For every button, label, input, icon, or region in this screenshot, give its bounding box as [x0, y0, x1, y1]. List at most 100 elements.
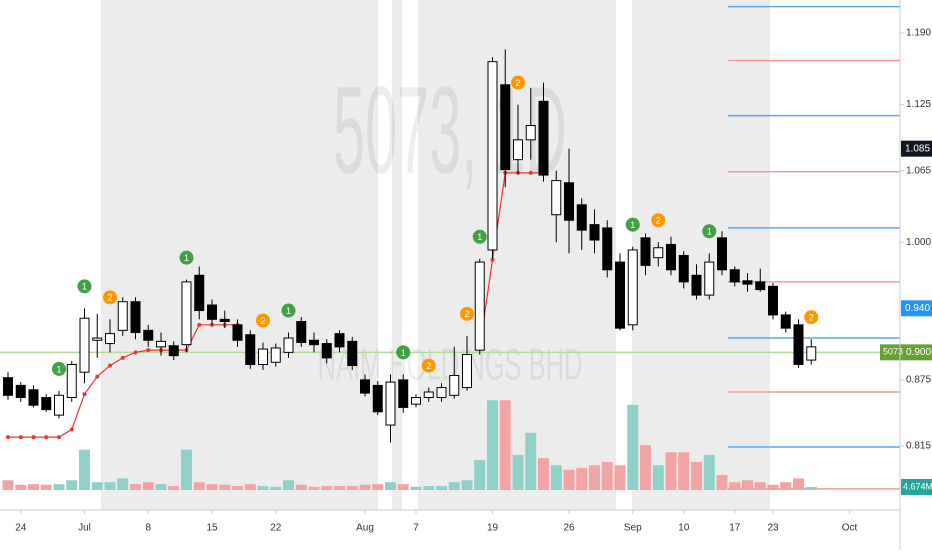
candle-body [117, 301, 128, 331]
volume-bar [691, 462, 702, 490]
stop-dot [31, 435, 36, 440]
signal-marker [179, 250, 194, 265]
candle-body [270, 347, 281, 363]
session-shade [101, 0, 378, 510]
candle-body [436, 387, 447, 399]
candle-body [245, 334, 256, 365]
volume-bar [703, 454, 715, 490]
session-shade [392, 0, 402, 510]
candle-body [640, 237, 651, 266]
stop-dot [95, 374, 100, 379]
x-tick-label: 23 [767, 523, 779, 534]
signal-label: 1 [56, 364, 61, 374]
candle-body [551, 180, 562, 216]
candle-body [564, 182, 574, 221]
signal-label: 2 [656, 216, 661, 226]
signal-label: 1 [82, 282, 87, 292]
candle-body [130, 301, 141, 334]
volume-bar [283, 480, 294, 490]
candle-body [576, 204, 587, 231]
candle-body [462, 354, 472, 389]
volume-bar [423, 486, 435, 490]
stop-dot [133, 350, 138, 355]
volume-bar [2, 480, 14, 490]
volume-bar [614, 465, 626, 490]
candle-body [538, 100, 549, 176]
signal-marker [651, 213, 666, 228]
y-tick-label: 1.125 [906, 99, 931, 110]
volume-bar [589, 465, 600, 490]
signal-label: 2 [260, 316, 265, 326]
signal-marker [460, 306, 474, 321]
volume-bar [397, 484, 409, 490]
signal-marker [421, 358, 436, 373]
stop-dot [69, 427, 74, 432]
volume-bar [79, 449, 90, 490]
candle-body [500, 84, 511, 171]
candle-body [691, 274, 702, 296]
candle-body [334, 333, 345, 348]
candle-body [258, 348, 268, 365]
candle-body [793, 324, 804, 365]
candle-body [194, 274, 205, 312]
candle-body [296, 321, 307, 343]
stop-dot [82, 392, 87, 397]
volume-bar [512, 454, 524, 490]
volume-bar [716, 475, 728, 490]
stop-dot [146, 348, 151, 353]
candle-body [627, 249, 638, 326]
y-tick-label: 1.065 [906, 165, 931, 176]
x-tick-label: 24 [15, 523, 27, 534]
candle-body [41, 397, 52, 411]
volume-bar [563, 469, 575, 490]
stop-dot [57, 435, 61, 440]
last-price-box [880, 344, 932, 361]
volume-bar [346, 486, 358, 490]
volume-bar [767, 484, 779, 490]
x-tick-label: Jul [78, 523, 91, 534]
signal-label: 1 [477, 232, 482, 242]
volume-bar [461, 480, 473, 490]
candle-body [449, 374, 460, 396]
volume-bar [448, 482, 460, 490]
candle-body [729, 269, 740, 283]
volume-bar [91, 482, 103, 490]
stop-dot [108, 363, 112, 368]
volume-bar [678, 452, 690, 490]
stop-dot [197, 322, 202, 327]
volume-bar [181, 449, 192, 490]
price-label: 1.085 [905, 143, 930, 154]
signal-marker [702, 224, 717, 239]
volume-bar [130, 484, 141, 490]
volume-bar [219, 484, 231, 490]
y-tick-label: 1.000 [906, 237, 931, 248]
x-tick-label: 7 [413, 523, 419, 534]
volume-bar [385, 482, 396, 490]
last-price-label: 0.900 [906, 347, 931, 358]
candle-body [360, 379, 370, 394]
candle-body [602, 227, 613, 271]
volume-bar [270, 486, 282, 490]
candle-body [105, 333, 115, 345]
y-tick-label: 1.190 [906, 28, 931, 39]
signal-label: 2 [107, 293, 112, 303]
candle-body [283, 337, 294, 353]
stop-line [479, 172, 544, 347]
signal-label: 1 [707, 227, 712, 237]
candle-body [513, 139, 523, 161]
signal-label: 2 [515, 78, 520, 88]
signal-label: 2 [426, 361, 431, 371]
volume-bar [499, 400, 511, 490]
candle-body [156, 340, 166, 348]
signal-label: 2 [809, 313, 814, 323]
candle-body [780, 314, 791, 329]
candle-body [321, 343, 332, 359]
volume-bar [334, 486, 345, 490]
volume-bar [780, 482, 792, 490]
x-tick-label: 26 [563, 523, 575, 534]
stop-dot [528, 170, 533, 175]
candle-body [423, 391, 434, 399]
candle-body [398, 379, 409, 408]
candle-body [755, 281, 766, 291]
